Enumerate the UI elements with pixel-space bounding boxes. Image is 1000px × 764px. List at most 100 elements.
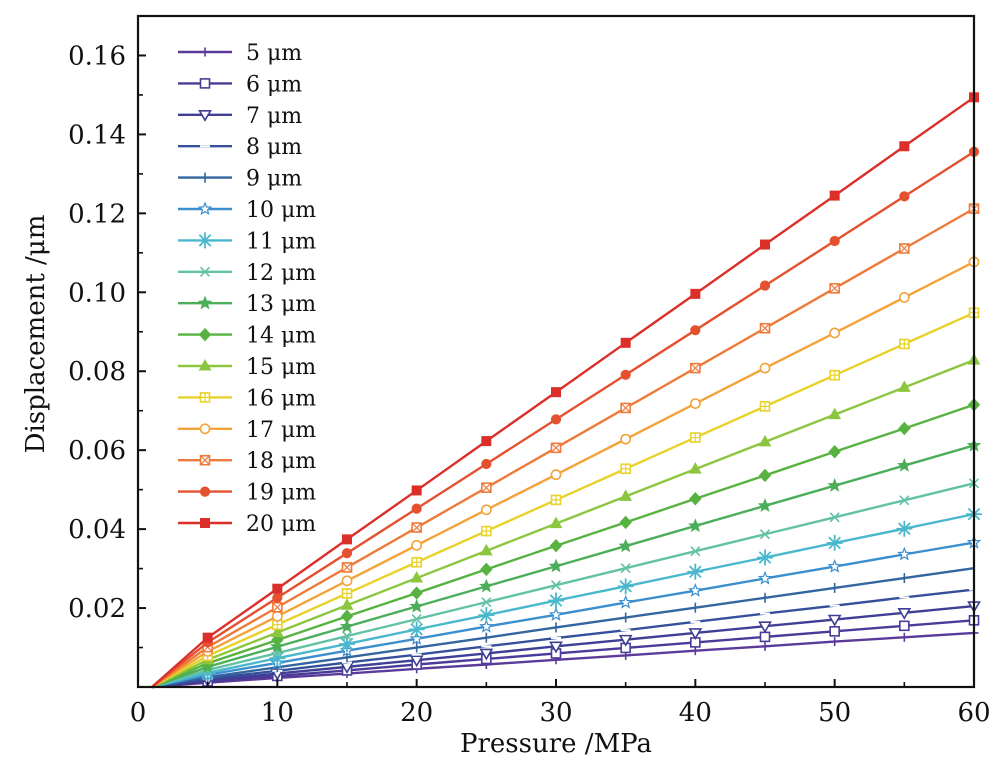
- data-point: [897, 546, 912, 561]
- legend-item: 9 μm: [178, 167, 302, 192]
- legend-item: 19 μm: [178, 481, 316, 506]
- legend-label: 5 μm: [246, 41, 302, 66]
- data-point: [898, 292, 910, 303]
- data-point: [548, 558, 564, 573]
- legend-label: 19 μm: [246, 481, 316, 506]
- data-point: [897, 380, 911, 392]
- data-point: [550, 442, 562, 454]
- data-point: [481, 458, 492, 470]
- y-tick-label: 0.04: [68, 515, 126, 545]
- data-point: [827, 558, 842, 573]
- data-point: [899, 620, 910, 632]
- y-tick-label: 0.14: [68, 120, 126, 150]
- data-point: [688, 628, 703, 641]
- data-point: [411, 556, 422, 568]
- data-point: [339, 635, 355, 652]
- legend-label: 17 μm: [246, 418, 316, 443]
- legend-label: 12 μm: [246, 261, 316, 286]
- data-point: [341, 631, 353, 642]
- x-tick-label: 60: [957, 698, 990, 728]
- data-point: [269, 650, 286, 667]
- data-point: [758, 468, 772, 483]
- data-point: [341, 548, 353, 559]
- legend-label: 16 μm: [246, 386, 316, 411]
- data-point: [340, 598, 354, 610]
- data-point: [759, 280, 771, 291]
- data-point: [340, 609, 354, 624]
- legend-label: 20 μm: [246, 512, 316, 537]
- data-point: [760, 641, 770, 651]
- data-point: [757, 570, 773, 585]
- legend-item: 15 μm: [178, 355, 316, 380]
- data-point: [548, 592, 564, 609]
- data-point: [618, 538, 633, 553]
- data-point: [759, 401, 771, 412]
- data-point: [897, 607, 912, 620]
- data-point: [409, 598, 424, 613]
- data-point: [550, 580, 562, 591]
- data-point: [899, 191, 910, 202]
- legend-marker: [198, 358, 212, 371]
- data-point: [687, 563, 704, 580]
- data-point: [620, 463, 631, 475]
- y-tick-label: 0.02: [68, 594, 126, 624]
- legend-item: 16 μm: [178, 386, 316, 411]
- data-point: [690, 432, 701, 443]
- legend-label: 18 μm: [246, 449, 316, 474]
- legend-item: 10 μm: [178, 198, 316, 223]
- data-point: [899, 495, 910, 506]
- data-point: [827, 614, 842, 627]
- legend-item: 12 μm: [178, 261, 316, 286]
- data-point: [829, 369, 840, 381]
- data-point: [411, 503, 422, 514]
- data-point: [757, 549, 773, 566]
- data-point: [758, 621, 772, 634]
- legend-label: 13 μm: [246, 292, 316, 317]
- data-point: [199, 664, 216, 681]
- legend-item: 5 μm: [178, 41, 302, 66]
- x-tick-label: 20: [400, 698, 433, 728]
- data-point: [829, 512, 840, 523]
- data-point: [899, 243, 910, 254]
- data-point: [411, 522, 422, 533]
- legend-label: 7 μm: [246, 104, 302, 129]
- legend-marker: [200, 47, 210, 57]
- data-point: [899, 141, 910, 152]
- data-point: [690, 288, 701, 299]
- data-point: [690, 325, 701, 336]
- data-point: [690, 362, 701, 374]
- data-point: [620, 433, 632, 445]
- legend-marker: [197, 232, 213, 249]
- data-point: [481, 525, 492, 537]
- legend-marker: [198, 327, 212, 342]
- series-7: [151, 506, 982, 689]
- data-point: [830, 637, 840, 647]
- series-12: [151, 307, 980, 689]
- data-point: [829, 626, 840, 637]
- series-layer: [151, 92, 982, 689]
- ticks-layer: 0 10 20 30 40 50 60 0.02 0.04 0.06 0.08 0.10 0.12 0.1…: [68, 15, 991, 728]
- data-point: [479, 648, 494, 661]
- legend-marker: [199, 423, 211, 435]
- data-point: [549, 538, 563, 553]
- y-tick-label: 0.16: [68, 41, 126, 71]
- data-point: [689, 398, 701, 410]
- data-point: [826, 534, 843, 551]
- data-point: [896, 520, 913, 537]
- series-8: [151, 478, 980, 689]
- legend-marker: [198, 110, 212, 122]
- x-axis-label: Pressure /MPa: [460, 729, 652, 759]
- data-point: [829, 327, 841, 339]
- legend-item: 20 μm: [178, 512, 316, 537]
- legend-label: 6 μm: [246, 72, 302, 97]
- y-tick-label: 0.08: [68, 357, 126, 387]
- data-point: [409, 631, 424, 646]
- legend-marker: [199, 392, 211, 403]
- data-point: [898, 421, 911, 436]
- data-point: [829, 235, 840, 247]
- data-point: [618, 634, 633, 647]
- legend-item: 14 μm: [178, 324, 316, 349]
- data-point: [408, 621, 425, 638]
- data-point: [757, 498, 773, 513]
